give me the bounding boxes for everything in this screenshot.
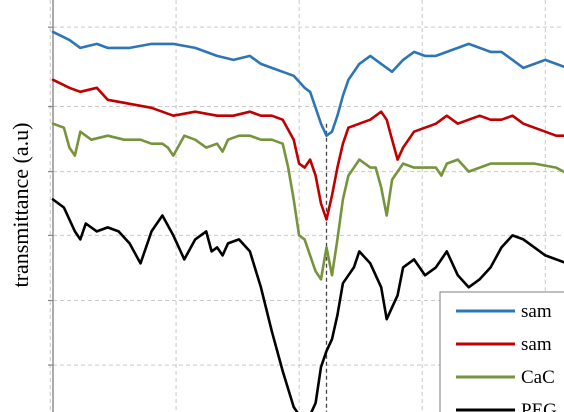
series-lines: [51, 30, 564, 412]
legend-label-4: PEG: [521, 400, 557, 412]
series-line-4: [51, 198, 564, 412]
legend-label-1: sam: [521, 301, 552, 322]
series-line-2: [51, 78, 564, 221]
legend-label-3: CaC: [521, 367, 555, 388]
series-line-3: [51, 122, 564, 281]
y-axis-label: transmittance (a.u): [8, 123, 33, 288]
legend: sam sam CaC PEG: [439, 291, 564, 412]
legend-label-2: sam: [521, 334, 552, 355]
series-line-1: [51, 30, 564, 137]
